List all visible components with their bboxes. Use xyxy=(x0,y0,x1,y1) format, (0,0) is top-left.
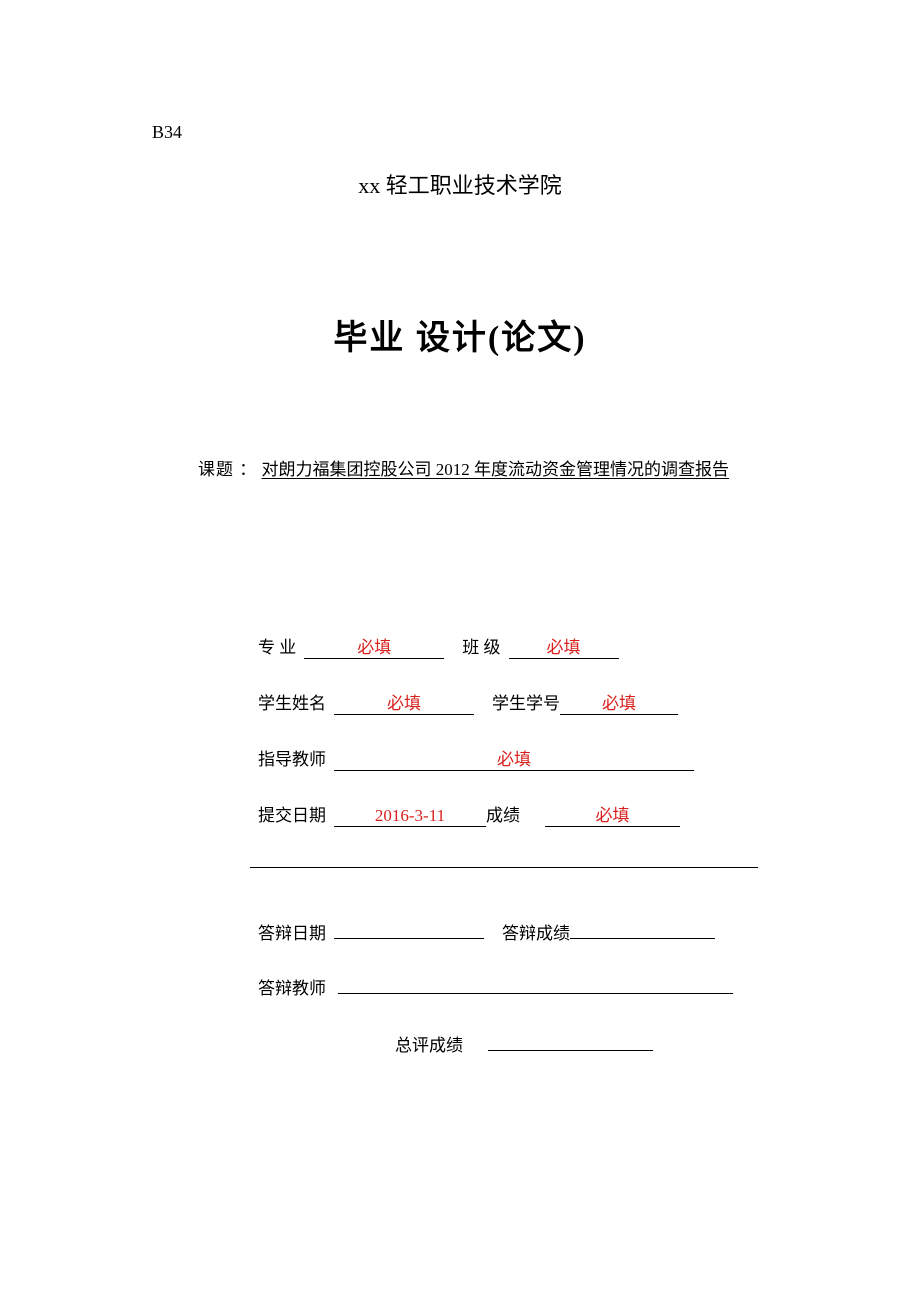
institution-name: xx 轻工职业技术学院 xyxy=(0,168,920,200)
row-name-id: 学生姓名 必填 学生学号 必填 xyxy=(258,689,748,715)
score-label: 成绩 xyxy=(486,801,520,826)
class-value: 必填 xyxy=(509,639,619,659)
defense-date-value xyxy=(334,919,484,939)
row-defense-date-score: 答辩日期 答辩成绩 xyxy=(258,919,748,944)
student-name-label: 学生姓名 xyxy=(258,689,326,714)
final-score-label: 总评成绩 xyxy=(395,1031,463,1056)
topic-label: 课题 ： xyxy=(198,460,257,479)
horizontal-divider xyxy=(250,867,758,868)
advisor-label: 指导教师 xyxy=(258,745,326,770)
topic-row: 课题 ： 对朗力福集团控股公司 2012 年度流动资金管理情况的调查报告 xyxy=(198,455,729,480)
form-section-upper: 专 业 必填 班 级 必填 学生姓名 必填 学生学号 必填 指导教师 必填 提交… xyxy=(258,633,748,857)
row-submit-score: 提交日期 2016-3-11 成绩 必填 xyxy=(258,801,748,827)
major-value: 必填 xyxy=(304,639,444,659)
score-value: 必填 xyxy=(545,807,680,827)
submit-date-value: 2016-3-11 xyxy=(334,807,486,827)
defense-score-label: 答辩成绩 xyxy=(502,919,570,944)
submit-date-label: 提交日期 xyxy=(258,801,326,826)
document-title: 毕业 设计(论文) xyxy=(0,310,920,359)
defense-date-label: 答辩日期 xyxy=(258,919,326,944)
topic-value: 对朗力福集团控股公司 2012 年度流动资金管理情况的调查报告 xyxy=(262,460,730,479)
row-final-score: 总评成绩 xyxy=(395,1031,653,1056)
student-id-label: 学生学号 xyxy=(492,689,560,714)
row-major-class: 专 业 必填 班 级 必填 xyxy=(258,633,748,659)
row-advisor: 指导教师 必填 xyxy=(258,745,748,771)
student-id-value: 必填 xyxy=(560,695,678,715)
major-label: 专 业 xyxy=(258,633,296,658)
student-name-value: 必填 xyxy=(334,695,474,715)
form-section-lower: 答辩日期 答辩成绩 答辩教师 xyxy=(258,919,748,1029)
defense-teacher-value xyxy=(338,974,733,994)
defense-score-value xyxy=(570,919,715,939)
defense-teacher-label: 答辩教师 xyxy=(258,974,326,999)
class-label: 班 级 xyxy=(462,633,500,658)
advisor-value: 必填 xyxy=(334,751,694,771)
page-number: B34 xyxy=(152,122,182,143)
final-score-value xyxy=(488,1031,653,1051)
row-defense-teacher: 答辩教师 xyxy=(258,974,748,999)
